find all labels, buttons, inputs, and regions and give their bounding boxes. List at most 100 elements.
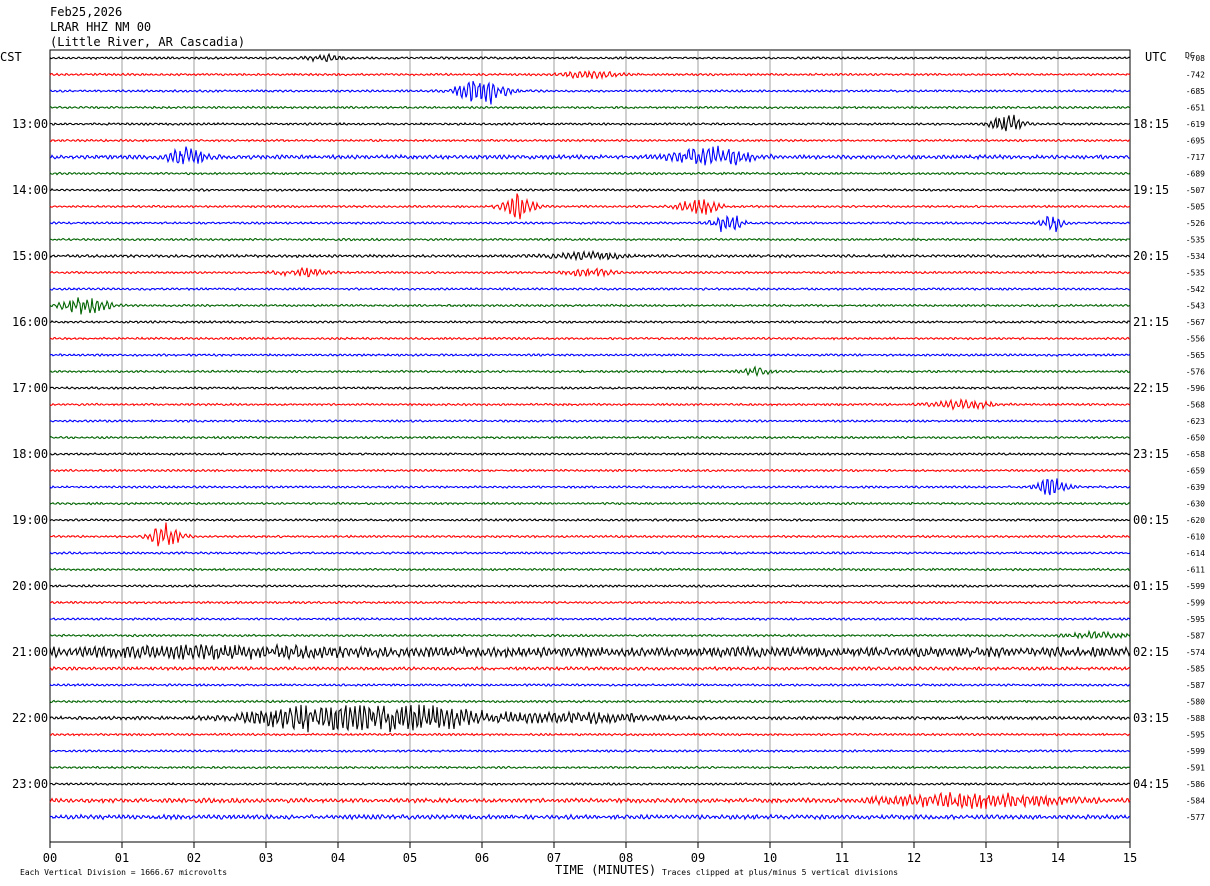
x-tick-label-5: 05 <box>403 851 417 865</box>
dc-offset-7: -689 <box>1186 170 1205 179</box>
left-hour-label-7: 20:00 <box>12 579 48 593</box>
x-tick-label-12: 12 <box>907 851 921 865</box>
trace-row-22 <box>49 419 1131 423</box>
dc-offset-46: -577 <box>1186 813 1205 822</box>
dc-offset-44: -586 <box>1186 780 1205 789</box>
trace-row-46 <box>49 813 1131 821</box>
dc-offset-4: -619 <box>1186 120 1205 129</box>
left-hour-label-0: 13:00 <box>12 117 48 131</box>
trace-row-32 <box>49 584 1131 588</box>
dc-offset-16: -567 <box>1186 318 1205 327</box>
right-hour-label-2: 20:15 <box>1133 249 1169 263</box>
trace-row-31 <box>49 567 1131 572</box>
dc-offset-24: -658 <box>1186 450 1205 459</box>
right-hour-labels: 18:15 19:15 20:15 21:15 22:15 23:15 00:15 01:15… <box>1133 117 1169 791</box>
left-hour-label-6: 19:00 <box>12 513 48 527</box>
x-axis-ticks: 00 01 02 03 04 05 06 07 08 09 10 11 12 13 14 15 <box>43 842 1137 865</box>
trace-row-9 <box>49 193 1131 220</box>
trace-row-41 <box>49 732 1131 737</box>
scale-note: Each Vertical Division = 1666.67 microvo… <box>20 868 227 877</box>
trace-row-25 <box>50 468 1131 473</box>
trace-row-37 <box>49 665 1131 672</box>
left-hour-label-4: 17:00 <box>12 381 48 395</box>
trace-row-15 <box>49 297 1131 315</box>
x-tick-label-14: 14 <box>1051 851 1065 865</box>
dc-offset-17: -556 <box>1186 335 1205 344</box>
dc-offset-19: -576 <box>1186 368 1205 377</box>
right-hour-label-5: 23:15 <box>1133 447 1169 461</box>
trace-row-23 <box>49 435 1131 440</box>
left-hour-label-10: 23:00 <box>12 777 48 791</box>
x-tick-label-2: 02 <box>187 851 201 865</box>
trace-row-30 <box>49 550 1131 555</box>
dc-offset-18: -565 <box>1186 351 1205 360</box>
trace-row-26 <box>49 478 1131 496</box>
trace-row-35 <box>49 629 1131 640</box>
x-tick-label-11: 11 <box>835 851 849 865</box>
dc-offset-21: -568 <box>1186 401 1205 410</box>
trace-row-2 <box>49 80 1131 105</box>
trace-row-36 <box>49 642 1131 661</box>
dc-offset-5: -695 <box>1186 137 1205 146</box>
clip-note: Traces clipped at plus/minus 5 vertical … <box>662 868 898 877</box>
right-hour-label-1: 19:15 <box>1133 183 1169 197</box>
seismic-traces <box>49 52 1131 821</box>
trace-row-3 <box>49 105 1131 110</box>
right-hour-label-6: 00:15 <box>1133 513 1169 527</box>
left-hour-label-8: 21:00 <box>12 645 48 659</box>
left-hour-label-9: 22:00 <box>12 711 48 725</box>
trace-row-29 <box>49 522 1131 547</box>
left-hour-label-5: 18:00 <box>12 447 48 461</box>
trace-row-6 <box>49 145 1131 166</box>
dc-offset-2: -685 <box>1186 87 1205 96</box>
trace-row-40 <box>49 704 1131 733</box>
dc-offset-33: -599 <box>1186 599 1205 608</box>
right-hour-label-0: 18:15 <box>1133 117 1169 131</box>
right-hour-label-4: 22:15 <box>1133 381 1169 395</box>
dc-offset-3: -651 <box>1186 104 1205 113</box>
dc-offset-28: -620 <box>1186 516 1205 525</box>
trace-row-43 <box>50 765 1131 770</box>
x-tick-label-1: 01 <box>115 851 129 865</box>
right-hour-label-10: 04:15 <box>1133 777 1169 791</box>
date-label: Feb25,2026 <box>50 5 122 19</box>
dc-offset-14: -542 <box>1186 285 1205 294</box>
x-tick-label-8: 08 <box>619 851 633 865</box>
x-tick-label-10: 10 <box>763 851 777 865</box>
trace-row-27 <box>49 501 1131 506</box>
x-tick-label-3: 03 <box>259 851 273 865</box>
x-tick-label-6: 06 <box>475 851 489 865</box>
dc-offset-30: -614 <box>1186 549 1205 558</box>
right-hour-label-3: 21:15 <box>1133 315 1169 329</box>
minute-gridlines <box>121 50 1059 842</box>
dc-offset-45: -584 <box>1186 797 1205 806</box>
dc-offset-40: -588 <box>1186 714 1205 723</box>
dc-offset-32: -599 <box>1186 582 1205 591</box>
trace-row-0 <box>49 52 1131 63</box>
trace-row-10 <box>49 214 1131 233</box>
trace-row-45 <box>49 791 1131 810</box>
x-tick-label-15: 15 <box>1123 851 1137 865</box>
x-tick-label-0: 00 <box>43 851 57 865</box>
dc-offset-25: -659 <box>1186 467 1205 476</box>
trace-row-4 <box>49 114 1131 132</box>
dc-offset-20: -596 <box>1186 384 1205 393</box>
dc-offset-26: -639 <box>1186 483 1205 492</box>
x-tick-label-13: 13 <box>979 851 993 865</box>
trace-row-18 <box>49 353 1131 357</box>
trace-row-13 <box>49 266 1131 278</box>
x-tick-label-7: 07 <box>547 851 561 865</box>
right-hour-label-8: 02:15 <box>1133 645 1169 659</box>
trace-row-24 <box>49 452 1131 457</box>
dc-offset-37: -585 <box>1186 665 1205 674</box>
dc-offset-23: -650 <box>1186 434 1205 443</box>
dc-offset-6: -717 <box>1186 153 1205 162</box>
trace-row-7 <box>49 171 1131 176</box>
trace-row-39 <box>49 699 1131 704</box>
dc-offset-22: -623 <box>1186 417 1205 426</box>
dc-offset-13: -535 <box>1186 269 1205 278</box>
dc-offset-8: -507 <box>1186 186 1205 195</box>
left-timezone-label: CST <box>0 50 22 64</box>
left-hour-label-1: 14:00 <box>12 183 48 197</box>
